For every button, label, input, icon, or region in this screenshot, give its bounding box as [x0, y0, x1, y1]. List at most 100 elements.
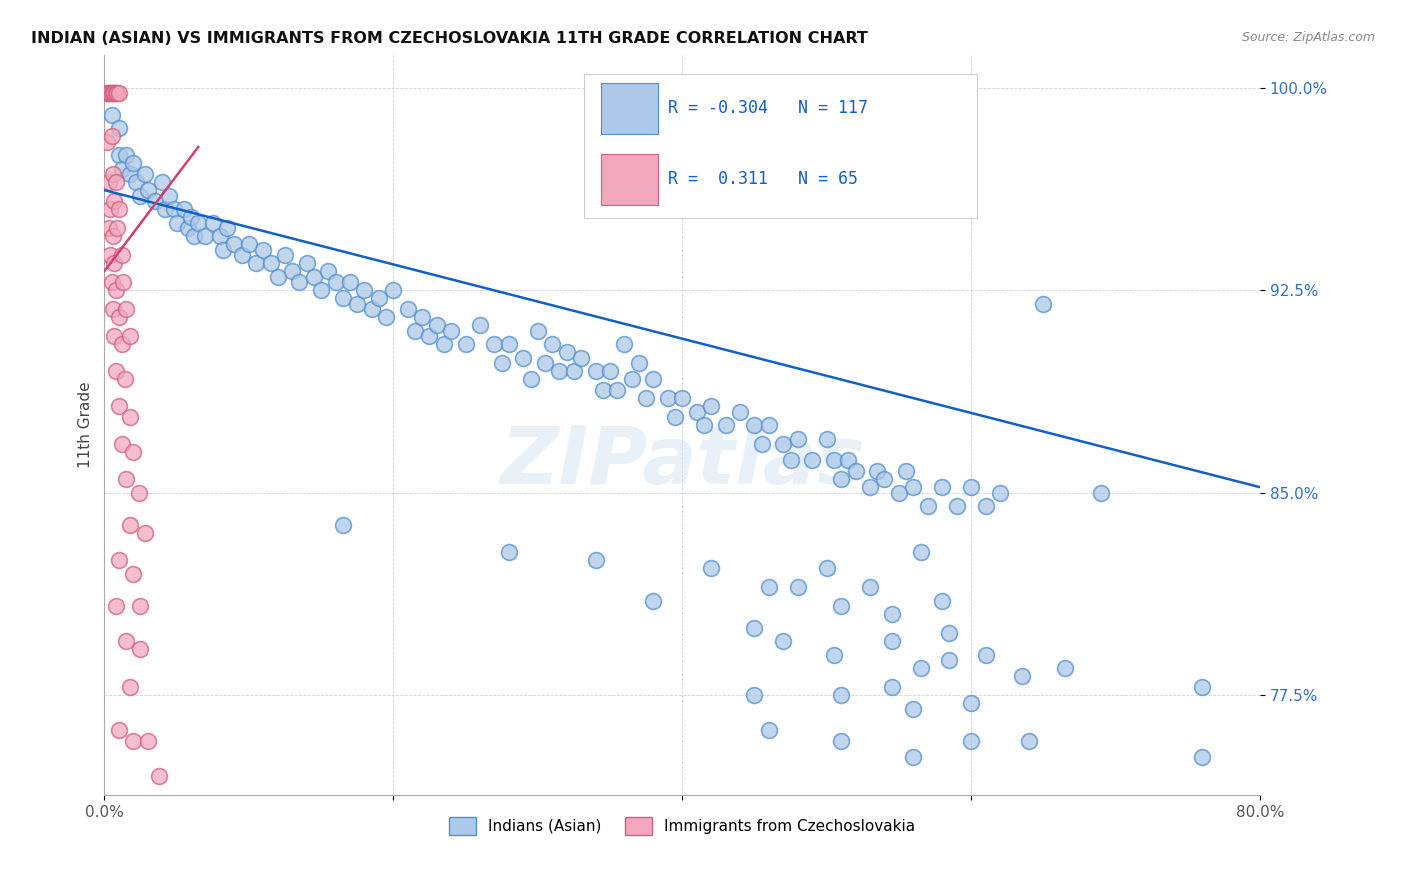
Point [636, 391, 658, 405]
Point [339, 275, 361, 289]
Point [120, 680, 142, 694]
Point [120, 167, 142, 181]
Point [744, 418, 766, 433]
Point [758, 723, 780, 738]
Point [104, 175, 127, 189]
Y-axis label: 11th Grade: 11th Grade [79, 382, 93, 468]
Point [772, 437, 794, 451]
Point [974, 499, 997, 513]
Point [887, 485, 910, 500]
Point [664, 409, 686, 424]
Point [302, 269, 325, 284]
Point [173, 202, 195, 216]
Point [786, 580, 808, 594]
Point [122, 734, 145, 748]
Text: R =  0.311   N = 65: R = 0.311 N = 65 [668, 170, 858, 188]
Point [94, 86, 117, 100]
Point [136, 734, 159, 748]
Point [224, 237, 246, 252]
Point [526, 324, 548, 338]
Point [903, 701, 925, 715]
Text: R = -0.304   N = 117: R = -0.304 N = 117 [668, 99, 869, 118]
Point [115, 301, 138, 316]
Text: INDIAN (ASIAN) VS IMMIGRANTS FROM CZECHOSLOVAKIA 11TH GRADE CORRELATION CHART: INDIAN (ASIAN) VS IMMIGRANTS FROM CZECHO… [31, 31, 868, 46]
Point [1090, 485, 1112, 500]
Point [98, 202, 121, 216]
Point [96, 135, 118, 149]
Point [208, 229, 231, 244]
Point [267, 269, 290, 284]
Point [104, 599, 127, 613]
Point [101, 167, 124, 181]
Point [153, 202, 176, 216]
Point [555, 345, 578, 359]
Point [245, 256, 267, 270]
Text: ZIPatlas: ZIPatlas [499, 423, 865, 501]
Point [346, 296, 368, 310]
Point [1191, 750, 1213, 764]
Point [194, 229, 217, 244]
Point [960, 734, 983, 748]
Point [177, 221, 200, 235]
Point [859, 580, 882, 594]
Point [108, 553, 131, 567]
Point [592, 383, 614, 397]
Point [360, 301, 382, 316]
Point [815, 432, 838, 446]
Point [100, 86, 122, 100]
Point [108, 723, 131, 738]
Point [104, 86, 127, 100]
Point [105, 221, 128, 235]
Point [134, 526, 156, 541]
Point [758, 418, 780, 433]
Point [938, 626, 960, 640]
Point [880, 680, 903, 694]
Point [252, 243, 274, 257]
Point [129, 599, 152, 613]
Point [519, 372, 541, 386]
Point [859, 480, 882, 494]
Point [114, 372, 136, 386]
Point [945, 499, 967, 513]
Point [153, 837, 176, 851]
Point [150, 175, 173, 189]
Point [671, 391, 693, 405]
FancyBboxPatch shape [602, 83, 658, 135]
Point [122, 156, 145, 170]
Point [120, 329, 142, 343]
Point [931, 593, 953, 607]
Point [122, 445, 145, 459]
Point [880, 607, 903, 621]
Point [960, 696, 983, 710]
Point [627, 356, 650, 370]
Point [103, 86, 125, 100]
Point [183, 229, 205, 244]
Point [108, 86, 131, 100]
Point [498, 545, 520, 559]
Point [353, 283, 375, 297]
Point [910, 545, 932, 559]
Point [111, 161, 134, 176]
Point [111, 437, 134, 451]
Point [744, 621, 766, 635]
Point [599, 364, 621, 378]
Point [125, 175, 148, 189]
Point [115, 148, 138, 162]
Point [97, 221, 120, 235]
Point [685, 404, 707, 418]
Point [231, 248, 253, 262]
Point [163, 869, 186, 883]
Point [259, 256, 281, 270]
Point [115, 634, 138, 648]
Point [111, 337, 134, 351]
Point [309, 283, 332, 297]
Point [238, 237, 260, 252]
Text: Source: ZipAtlas.com: Source: ZipAtlas.com [1241, 31, 1375, 45]
Point [104, 283, 127, 297]
Point [100, 107, 122, 121]
Point [569, 351, 592, 365]
Point [541, 337, 564, 351]
Point [404, 324, 426, 338]
Point [894, 464, 917, 478]
Point [693, 418, 716, 433]
